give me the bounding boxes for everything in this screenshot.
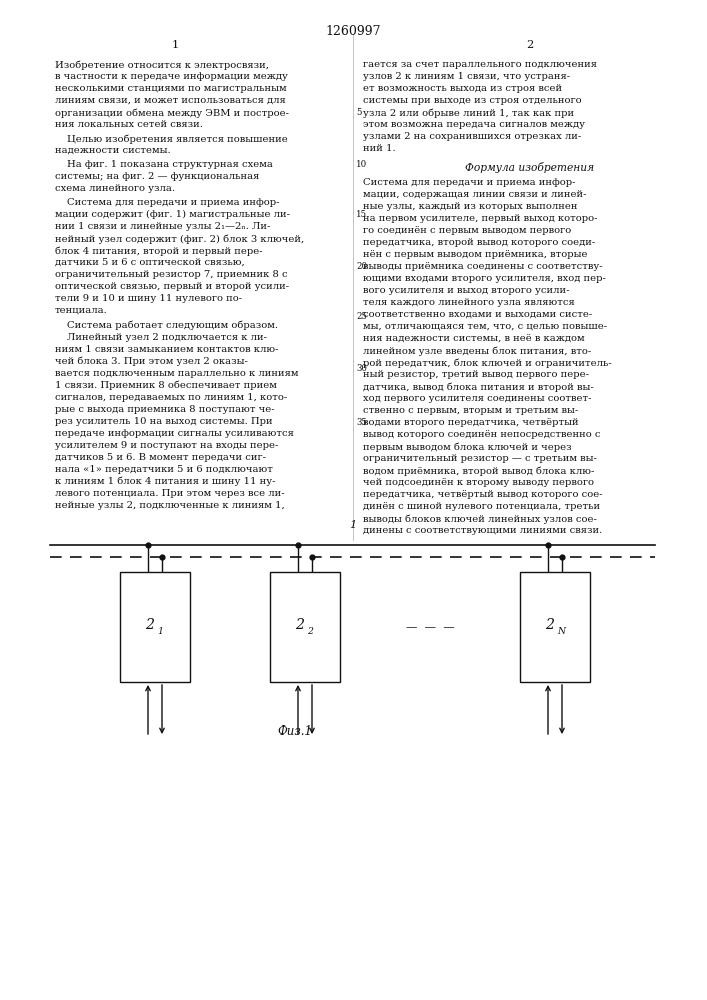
Text: датчики 5 и 6 с оптической связью,: датчики 5 и 6 с оптической связью, [55,258,245,267]
Text: блок 4 питания, второй и первый пере-: блок 4 питания, второй и первый пере- [55,246,262,255]
Text: передаче информации сигналы усиливаются: передаче информации сигналы усиливаются [55,429,294,438]
Text: нейные узлы 2, подключенные к линиям 1,: нейные узлы 2, подключенные к линиям 1, [55,501,285,510]
Text: нии 1 связи и линейные узлы 2₁—2ₙ. Ли-: нии 1 связи и линейные узлы 2₁—2ₙ. Ли- [55,222,270,231]
Text: узлов 2 к линиям 1 связи, что устраня-: узлов 2 к линиям 1 связи, что устраня- [363,72,570,81]
Text: ный резистор, третий вывод первого пере-: ный резистор, третий вывод первого пере- [363,370,589,379]
Text: системы; на фиг. 2 — функциональная: системы; на фиг. 2 — функциональная [55,172,259,181]
Text: вается подключенным параллельно к линиям: вается подключенным параллельно к линиям [55,369,298,378]
Text: ний 1.: ний 1. [363,144,396,153]
Text: Физ.1: Физ.1 [278,725,312,738]
Text: в частности к передаче информации между: в частности к передаче информации между [55,72,288,81]
Text: датчика, вывод блока питания и второй вы-: датчика, вывод блока питания и второй вы… [363,382,594,391]
Text: —  —  —: — — — [406,622,455,632]
Text: оптической связью, первый и второй усили-: оптической связью, первый и второй усили… [55,282,289,291]
Text: схема линейного узла.: схема линейного узла. [55,184,175,193]
Text: тели 9 и 10 и шину 11 нулевого по-: тели 9 и 10 и шину 11 нулевого по- [55,294,242,303]
Text: левого потенциала. При этом через все ли-: левого потенциала. При этом через все ли… [55,489,285,498]
Bar [270,572,340,682]
Text: соответственно входами и выходами систе-: соответственно входами и выходами систе- [363,310,592,319]
Text: нала «1» передатчики 5 и 6 подключают: нала «1» передатчики 5 и 6 подключают [55,465,273,474]
Text: Система для передачи и приема инфор-: Система для передачи и приема инфор- [363,178,575,187]
Text: тенциала.: тенциала. [55,306,107,315]
Text: го соединён с первым выводом первого: го соединён с первым выводом первого [363,226,571,235]
Text: чей подсоединён к второму выводу первого: чей подсоединён к второму выводу первого [363,478,594,487]
Text: 30: 30 [356,364,367,373]
Text: теля каждого линейного узла являются: теля каждого линейного узла являются [363,298,575,307]
Text: рые с выхода приемника 8 поступают че-: рые с выхода приемника 8 поступают че- [55,405,274,414]
Text: ния надежности системы, в неё в каждом: ния надежности системы, в неё в каждом [363,334,585,343]
Text: сигналов, передаваемых по линиям 1, кото-: сигналов, передаваемых по линиям 1, кото… [55,393,287,402]
Text: водами второго передатчика, четвёртый: водами второго передатчика, четвёртый [363,418,578,427]
Text: N: N [557,628,565,637]
Text: 1260997: 1260997 [325,25,381,38]
Text: ниям 1 связи замыканием контактов клю-: ниям 1 связи замыканием контактов клю- [55,345,279,354]
Text: 1 связи. Приемник 8 обеспечивает прием: 1 связи. Приемник 8 обеспечивает прием [55,381,277,390]
Text: этом возможна передача сигналов между: этом возможна передача сигналов между [363,120,585,129]
Text: 2: 2 [145,618,154,632]
Text: 5: 5 [356,108,361,117]
Text: ные узлы, каждый из которых выполнен: ные узлы, каждый из которых выполнен [363,202,578,211]
Text: динён с шиной нулевого потенциала, третьи: динён с шиной нулевого потенциала, треть… [363,502,600,511]
Text: мы, отличающаяся тем, что, с целью повыше-: мы, отличающаяся тем, что, с целью повыш… [363,322,607,331]
Text: усилителем 9 и поступают на входы пере-: усилителем 9 и поступают на входы пере- [55,441,279,450]
Text: 2: 2 [307,628,313,637]
Text: организации обмена между ЭВМ и построе-: организации обмена между ЭВМ и построе- [55,108,289,117]
Text: мации содержит (фиг. 1) магистральные ли-: мации содержит (фиг. 1) магистральные ли… [55,210,290,219]
Text: рез усилитель 10 на выход системы. При: рез усилитель 10 на выход системы. При [55,417,273,426]
Text: системы при выходе из строя отдельного: системы при выходе из строя отдельного [363,96,582,105]
Text: к линиям 1 блок 4 питания и шину 11 ну-: к линиям 1 блок 4 питания и шину 11 ну- [55,477,276,487]
Text: несколькими станциями по магистральным: несколькими станциями по магистральным [55,84,286,93]
Text: передатчика, второй вывод которого соеди-: передатчика, второй вывод которого соеди… [363,238,595,247]
Text: 1: 1 [157,628,163,637]
Text: выводы блоков ключей линейных узлов сое-: выводы блоков ключей линейных узлов сое- [363,514,597,524]
Text: Система для передачи и приема инфор-: Система для передачи и приема инфор- [67,198,279,207]
Text: рой передатчик, блок ключей и ограничитель-: рой передатчик, блок ключей и ограничите… [363,358,612,367]
Text: линейном узле введены блок питания, вто-: линейном узле введены блок питания, вто- [363,346,591,356]
Text: 2: 2 [295,618,304,632]
Text: Система работает следующим образом.: Система работает следующим образом. [67,321,278,330]
Text: нён с первым выводом приёмника, вторые: нён с первым выводом приёмника, вторые [363,250,588,259]
Text: 2: 2 [545,618,554,632]
Bar [120,572,190,682]
Text: первым выводом блока ключей и через: первым выводом блока ключей и через [363,442,572,452]
Text: 35: 35 [356,418,367,427]
Text: 1: 1 [349,520,356,530]
Text: Линейный узел 2 подключается к ли-: Линейный узел 2 подключается к ли- [67,333,267,342]
Text: 25: 25 [356,312,367,321]
Text: ход первого усилителя соединены соответ-: ход первого усилителя соединены соответ- [363,394,592,403]
Text: динены с соответствующими линиями связи.: динены с соответствующими линиями связи. [363,526,602,535]
Text: ния локальных сетей связи.: ния локальных сетей связи. [55,120,203,129]
Text: 2: 2 [527,40,534,50]
Text: мации, содержащая линии связи и линей-: мации, содержащая линии связи и линей- [363,190,587,199]
Text: 10: 10 [356,160,367,169]
Text: на первом усилителе, первый выход которо-: на первом усилителе, первый выход которо… [363,214,597,223]
Text: узла 2 или обрыве линий 1, так как при: узла 2 или обрыве линий 1, так как при [363,108,574,117]
Text: ющими входами второго усилителя, вход пер-: ющими входами второго усилителя, вход пе… [363,274,606,283]
Text: ственно с первым, вторым и третьим вы-: ственно с первым, вторым и третьим вы- [363,406,578,415]
Bar [520,572,590,682]
Text: узлами 2 на сохранившихся отрезках ли-: узлами 2 на сохранившихся отрезках ли- [363,132,581,141]
Text: ет возможность выхода из строя всей: ет возможность выхода из строя всей [363,84,562,93]
Text: ограничительный резистор 7, приемник 8 с: ограничительный резистор 7, приемник 8 с [55,270,288,279]
Text: 20: 20 [356,262,367,271]
Text: гается за счет параллельного подключения: гается за счет параллельного подключения [363,60,597,69]
Text: 15: 15 [356,210,367,219]
Text: передатчика, четвёртый вывод которого сое-: передатчика, четвёртый вывод которого со… [363,490,602,499]
Text: датчиков 5 и 6. В момент передачи сиг-: датчиков 5 и 6. В момент передачи сиг- [55,453,266,462]
Text: вого усилителя и выход второго усили-: вого усилителя и выход второго усили- [363,286,570,295]
Text: ограничительный резистор — с третьим вы-: ограничительный резистор — с третьим вы- [363,454,597,463]
Text: Целью изобретения является повышение: Целью изобретения является повышение [67,134,288,143]
Text: нейный узел содержит (фиг. 2) блок 3 ключей,: нейный узел содержит (фиг. 2) блок 3 клю… [55,234,304,243]
Text: вывод которого соединён непосредственно с: вывод которого соединён непосредственно … [363,430,600,439]
Text: 1: 1 [171,40,179,50]
Text: надежности системы.: надежности системы. [55,146,170,155]
Text: водом приёмника, второй вывод блока клю-: водом приёмника, второй вывод блока клю- [363,466,595,476]
Text: выводы приёмника соединены с соответству-: выводы приёмника соединены с соответству… [363,262,602,271]
Text: линиям связи, и может использоваться для: линиям связи, и может использоваться для [55,96,286,105]
Text: На фиг. 1 показана структурная схема: На фиг. 1 показана структурная схема [67,160,273,169]
Text: Формула изобретения: Формула изобретения [465,162,595,173]
Text: Изобретение относится к электросвязи,: Изобретение относится к электросвязи, [55,60,269,70]
Text: чей блока 3. При этом узел 2 оказы-: чей блока 3. При этом узел 2 оказы- [55,357,248,366]
